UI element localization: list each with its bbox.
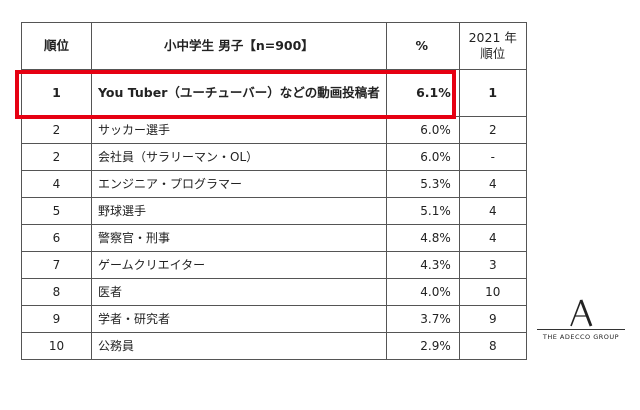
cell-rank: 8 <box>21 278 92 306</box>
cell-rank: 9 <box>21 305 92 333</box>
table-row: 1 You Tuber（ユーチューバー）などの動画投稿者 6.1% 1 <box>21 69 527 117</box>
table-row: 9 学者・研究者 3.7% 9 <box>21 305 527 333</box>
cell-job: ゲームクリエイター <box>91 251 387 279</box>
cell-rank: 1 <box>21 69 92 117</box>
cell-job: 学者・研究者 <box>91 305 387 333</box>
header-rank: 順位 <box>21 22 92 70</box>
logo-divider <box>537 329 625 330</box>
cell-rank: 10 <box>21 332 92 360</box>
cell-rank: 2 <box>21 143 92 171</box>
table-row: 10 公務員 2.9% 8 <box>21 332 527 360</box>
table-row: 7 ゲームクリエイター 4.3% 3 <box>21 251 527 279</box>
cell-percent: 5.1% <box>385 197 460 225</box>
cell-prev-rank: 4 <box>458 224 527 252</box>
cell-prev-rank: 4 <box>458 170 527 198</box>
ranking-table: 順位 小中学生 男子【n=900】 % 2021 年順位 1 You Tuber… <box>21 22 527 360</box>
table-row: 2 サッカー選手 6.0% 2 <box>21 116 527 144</box>
cell-percent: 4.8% <box>385 224 460 252</box>
logo-text: THE ADECCO GROUP <box>542 333 620 341</box>
cell-prev-rank: 3 <box>458 251 527 279</box>
cell-percent: 5.3% <box>385 170 460 198</box>
cell-prev-rank: - <box>458 143 527 171</box>
cell-prev-rank: 9 <box>458 305 527 333</box>
cell-percent: 3.7% <box>385 305 460 333</box>
cell-rank: 2 <box>21 116 92 144</box>
cell-rank: 6 <box>21 224 92 252</box>
cell-job: エンジニア・プログラマー <box>91 170 387 198</box>
cell-job: 公務員 <box>91 332 387 360</box>
adecco-group-logo: THE ADECCO GROUP <box>533 298 629 341</box>
table-row: 4 エンジニア・プログラマー 5.3% 4 <box>21 170 527 198</box>
adecco-a-logo-icon <box>570 299 593 327</box>
header-prev-year: 2021 年 <box>468 30 517 45</box>
cell-job: You Tuber（ユーチューバー）などの動画投稿者 <box>91 69 387 117</box>
cell-rank: 4 <box>21 170 92 198</box>
cell-percent: 2.9% <box>385 332 460 360</box>
cell-job: 会社員（サラリーマン・OL） <box>91 143 387 171</box>
cell-rank: 7 <box>21 251 92 279</box>
header-percent: % <box>385 22 460 70</box>
cell-job: サッカー選手 <box>91 116 387 144</box>
cell-prev-rank: 1 <box>458 69 527 117</box>
cell-percent: 6.1% <box>385 69 460 117</box>
header-prev-label: 順位 <box>480 46 506 61</box>
cell-prev-rank: 8 <box>458 332 527 360</box>
cell-prev-rank: 4 <box>458 197 527 225</box>
cell-prev-rank: 10 <box>458 278 527 306</box>
table-row: 5 野球選手 5.1% 4 <box>21 197 527 225</box>
table-header-row: 順位 小中学生 男子【n=900】 % 2021 年順位 <box>21 22 527 70</box>
cell-percent: 4.0% <box>385 278 460 306</box>
table-row: 2 会社員（サラリーマン・OL） 6.0% - <box>21 143 527 171</box>
cell-rank: 5 <box>21 197 92 225</box>
cell-job: 警察官・刑事 <box>91 224 387 252</box>
cell-percent: 6.0% <box>385 116 460 144</box>
cell-percent: 6.0% <box>385 143 460 171</box>
cell-job: 医者 <box>91 278 387 306</box>
table-row: 6 警察官・刑事 4.8% 4 <box>21 224 527 252</box>
header-prev-rank: 2021 年順位 <box>458 22 527 70</box>
cell-percent: 4.3% <box>385 251 460 279</box>
table-row: 8 医者 4.0% 10 <box>21 278 527 306</box>
header-job: 小中学生 男子【n=900】 <box>91 22 387 70</box>
cell-job: 野球選手 <box>91 197 387 225</box>
cell-prev-rank: 2 <box>458 116 527 144</box>
